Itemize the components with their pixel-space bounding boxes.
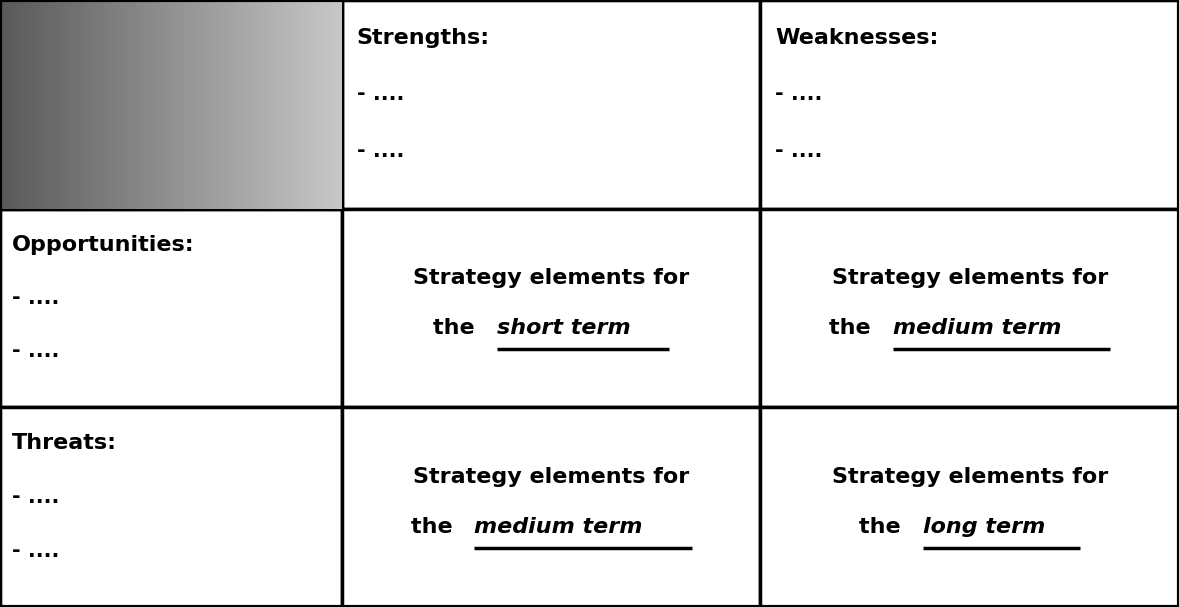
Text: the: the (859, 517, 908, 537)
Text: - ....: - .... (775, 141, 823, 161)
Bar (0, 407, 342, 607)
Text: the: the (410, 517, 460, 537)
Text: Strategy elements for: Strategy elements for (413, 268, 690, 288)
Text: - ....: - .... (12, 288, 59, 308)
Bar (760, 0, 1179, 209)
Bar (342, 407, 760, 607)
Text: - ....: - .... (356, 141, 404, 161)
Bar (760, 407, 1179, 607)
Text: Strategy elements for: Strategy elements for (413, 467, 690, 487)
Text: - ....: - .... (12, 487, 59, 507)
Text: medium term: medium term (474, 517, 643, 537)
Text: - ....: - .... (12, 541, 59, 561)
Text: short term: short term (496, 318, 631, 337)
Text: Threats:: Threats: (12, 433, 117, 453)
Bar (0, 209, 342, 407)
Text: medium term: medium term (893, 318, 1061, 337)
Text: Strengths:: Strengths: (356, 28, 489, 48)
Bar (342, 0, 760, 209)
Bar (760, 209, 1179, 407)
Text: the: the (433, 318, 482, 337)
Text: Strategy elements for: Strategy elements for (831, 268, 1108, 288)
Bar (0, 0, 342, 209)
Text: - ....: - .... (775, 84, 823, 104)
Bar (0, 0, 342, 209)
Text: the: the (829, 318, 878, 337)
Text: Opportunities:: Opportunities: (12, 235, 195, 255)
Bar (342, 209, 760, 407)
Text: - ....: - .... (356, 84, 404, 104)
Text: Strategy elements for: Strategy elements for (831, 467, 1108, 487)
Text: long term: long term (923, 517, 1045, 537)
Text: Weaknesses:: Weaknesses: (775, 28, 938, 48)
Text: - ....: - .... (12, 342, 59, 361)
